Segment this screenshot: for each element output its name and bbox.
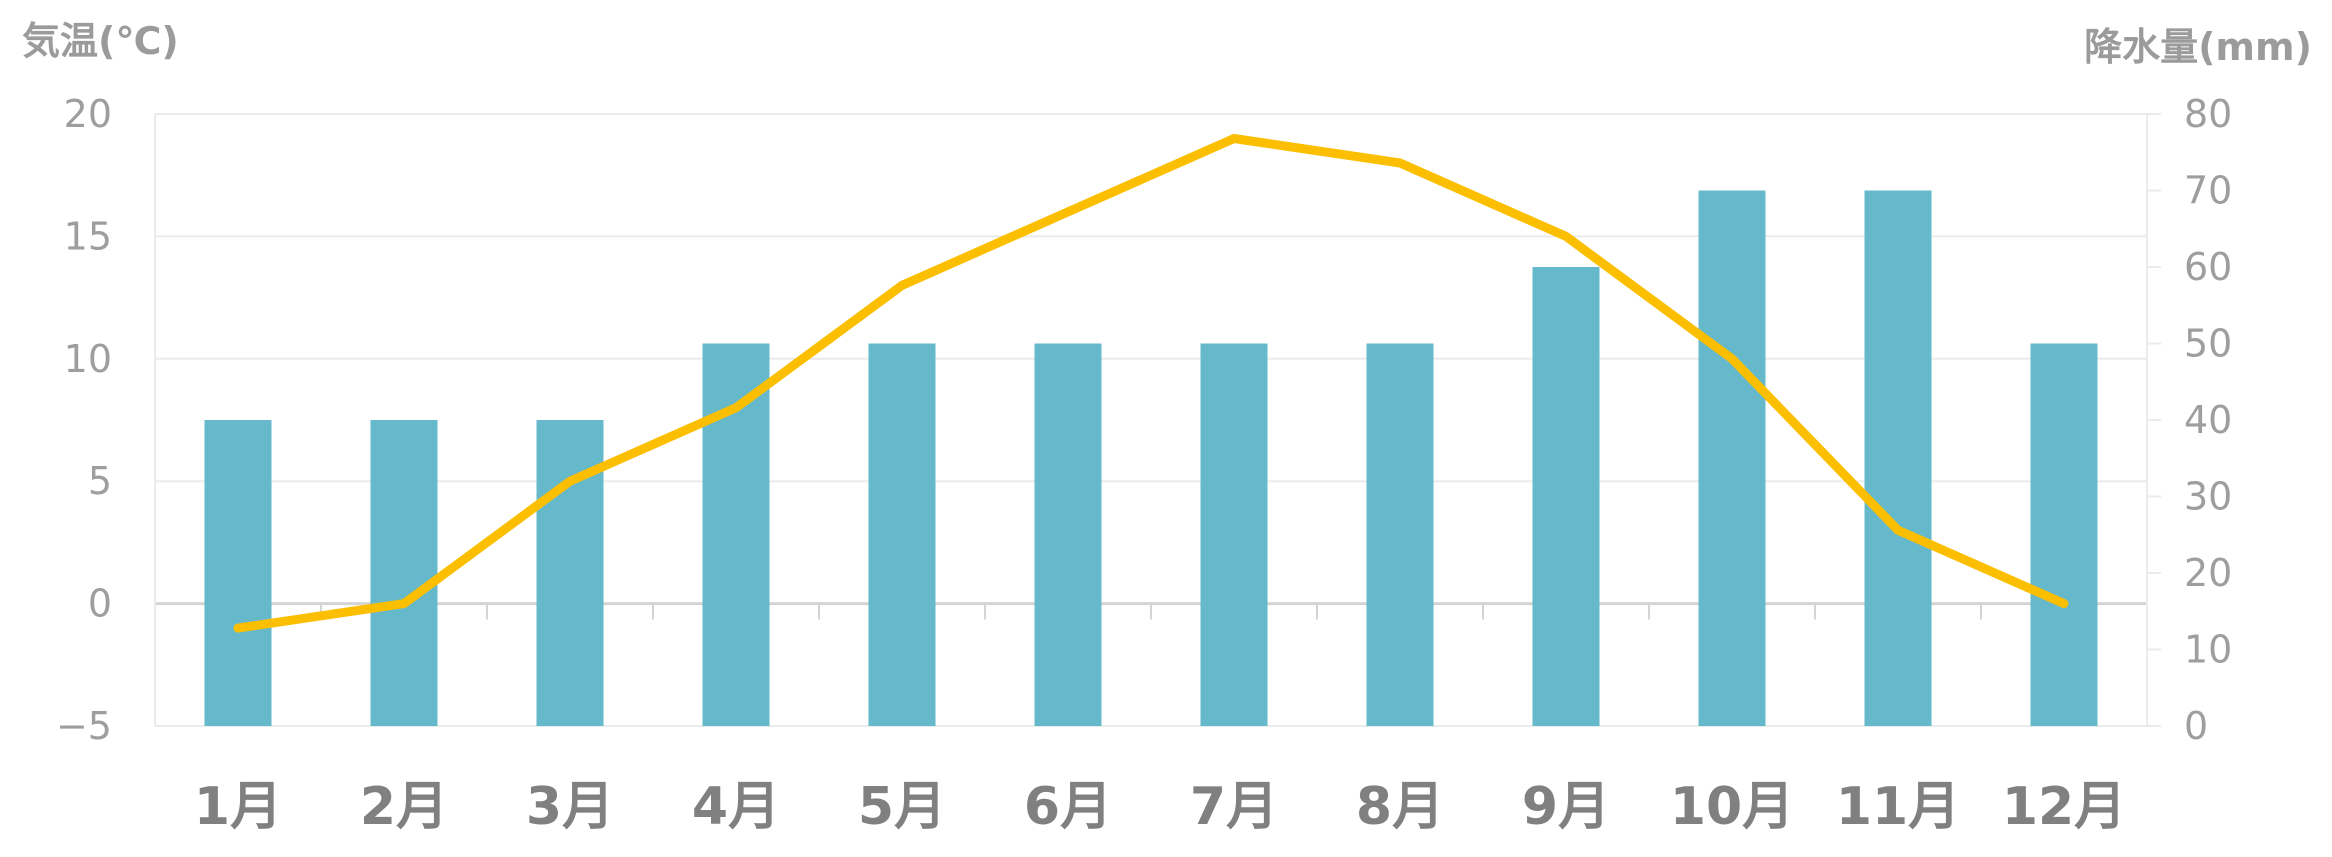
category-label: 8月 — [1356, 777, 1444, 837]
right-tick-label: 80 — [2184, 92, 2232, 136]
left-tick-label: 5 — [88, 459, 112, 503]
precipitation-bar-3 — [536, 420, 604, 726]
left-tick-label: 15 — [64, 214, 112, 258]
gridlines — [154, 113, 2161, 727]
category-label: 7月 — [1190, 777, 1278, 837]
category-label: 2月 — [360, 777, 448, 837]
category-label: 6月 — [1024, 777, 1112, 837]
right-tick-label: 50 — [2184, 322, 2232, 366]
precipitation-bar-11 — [1864, 190, 1932, 726]
category-label: 5月 — [858, 777, 946, 837]
left-tick-label: −5 — [56, 704, 112, 748]
right-tick-label: 40 — [2184, 398, 2232, 442]
right-axis-title: 降水量(mm) — [2084, 25, 2312, 69]
precipitation-bar-8 — [1366, 343, 1434, 726]
precipitation-bar-12 — [2030, 343, 2098, 726]
left-tick-label: 10 — [64, 337, 112, 381]
precipitation-bar-9 — [1532, 267, 1600, 726]
right-tick-label: 10 — [2184, 628, 2232, 672]
left-axis-ticks: 20 15 10 5 0 −5 — [56, 92, 112, 748]
right-tick-label: 70 — [2184, 169, 2232, 213]
temperature-line — [233, 134, 2069, 633]
category-label: 3月 — [526, 777, 614, 837]
category-label: 11月 — [1836, 777, 1960, 837]
temperature-line-layer — [233, 134, 2069, 633]
right-tick-label: 60 — [2184, 245, 2232, 289]
right-tick-label: 20 — [2184, 551, 2232, 595]
precipitation-bars — [204, 190, 2098, 726]
category-label: 4月 — [692, 777, 780, 837]
category-label: 9月 — [1522, 777, 1610, 837]
precipitation-bar-10 — [1698, 190, 1766, 726]
right-axis-ticks: 80 70 60 50 40 30 20 10 0 — [2184, 92, 2232, 748]
left-tick-label: 0 — [88, 582, 112, 626]
left-tick-label: 20 — [64, 92, 112, 136]
category-label: 10月 — [1670, 777, 1794, 837]
category-label: 1月 — [194, 777, 282, 837]
category-label: 12月 — [2002, 777, 2126, 837]
precipitation-bar-7 — [1200, 343, 1268, 726]
precipitation-bar-2 — [370, 420, 438, 726]
category-axis-ticks: 1月 2月 3月 4月 5月 6月 7月 8月 9月 10月 11月 12月 — [194, 777, 2126, 837]
precipitation-bar-5 — [868, 343, 936, 726]
left-axis-title: 気温(℃) — [22, 19, 179, 63]
right-tick-label: 0 — [2184, 704, 2208, 748]
precipitation-bar-1 — [204, 420, 272, 726]
precipitation-bar-6 — [1034, 343, 1102, 726]
right-tick-label: 30 — [2184, 475, 2232, 519]
precipitation-bar-4 — [702, 343, 770, 726]
